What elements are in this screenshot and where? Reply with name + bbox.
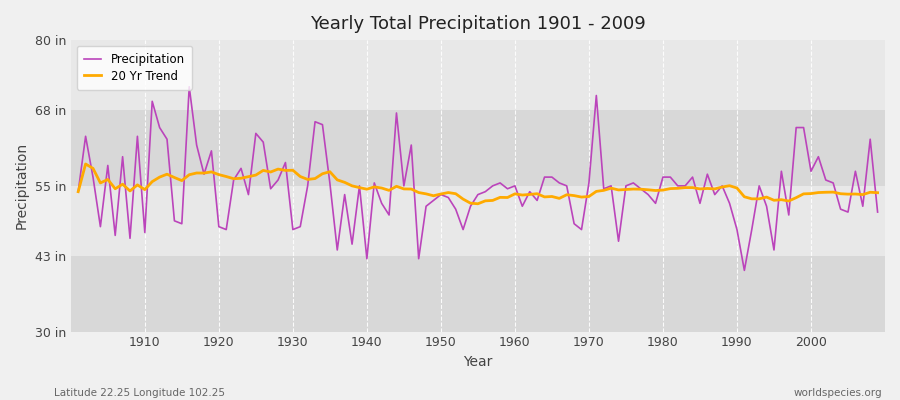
Legend: Precipitation, 20 Yr Trend: Precipitation, 20 Yr Trend [76,46,192,90]
20 Yr Trend [73,189,84,194]
Bar [71,256,885,332]
20 Yr Trend [80,162,91,166]
Precipitation [509,184,520,188]
Precipitation [739,268,750,273]
20 Yr Trend [517,193,527,198]
Y-axis label: Precipitation: Precipitation [15,142,29,230]
X-axis label: Year: Year [464,355,492,369]
Bar [71,110,885,186]
20 Yr Trend [525,192,535,197]
Precipitation [872,210,883,214]
Precipitation [606,184,616,188]
Title: Yearly Total Precipitation 1901 - 2009: Yearly Total Precipitation 1901 - 2009 [310,15,646,33]
Precipitation [184,84,194,89]
Line: 20 Yr Trend: 20 Yr Trend [78,164,878,204]
20 Yr Trend [613,188,624,192]
Precipitation [73,189,84,194]
20 Yr Trend [472,201,483,206]
20 Yr Trend [346,184,357,188]
Precipitation [346,242,357,246]
Bar [71,40,885,110]
20 Yr Trend [872,190,883,195]
Text: worldspecies.org: worldspecies.org [794,388,882,398]
Line: Precipitation: Precipitation [78,87,878,270]
Bar [71,186,885,256]
Precipitation [302,184,313,188]
20 Yr Trend [140,187,150,192]
20 Yr Trend [302,177,313,182]
Precipitation [517,204,527,209]
Precipitation [132,134,143,139]
Text: Latitude 22.25 Longitude 102.25: Latitude 22.25 Longitude 102.25 [54,388,225,398]
